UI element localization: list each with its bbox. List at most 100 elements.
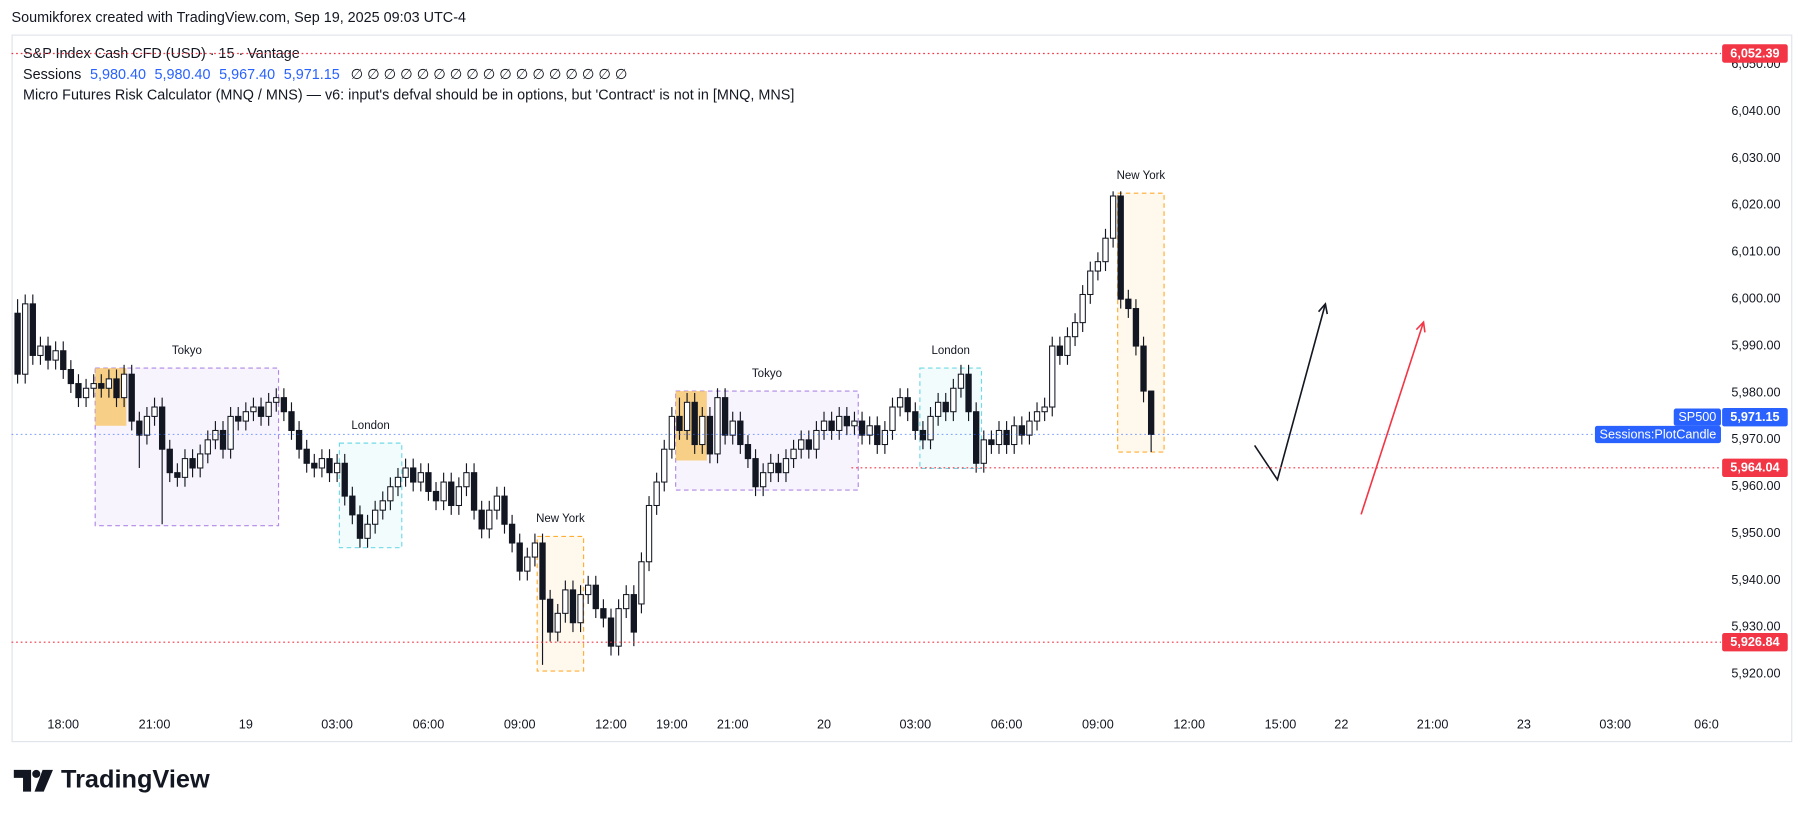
price-label: 5,964.04	[1730, 461, 1779, 475]
candle-body	[52, 350, 59, 361]
candle-body	[295, 429, 303, 450]
candle-body	[463, 472, 470, 488]
candle-body	[113, 378, 120, 399]
candle-body	[813, 429, 820, 450]
candle-body	[158, 406, 166, 450]
candle-body	[767, 462, 774, 474]
candle-body	[737, 420, 744, 446]
candle-body	[432, 490, 440, 502]
candle-body	[828, 420, 835, 431]
candle-body	[683, 401, 691, 431]
candle-body	[1140, 345, 1147, 392]
indicator-value: 5,971.15	[284, 67, 340, 83]
indicator-value: 5,980.40	[90, 67, 146, 83]
candle-body	[851, 420, 858, 427]
candle-body	[729, 420, 736, 436]
price-label-box	[1722, 633, 1788, 652]
candle-body	[440, 481, 447, 502]
price-label-box	[1722, 407, 1788, 427]
logo-icon	[34, 769, 53, 792]
candle-body	[592, 584, 599, 610]
candle-body	[790, 448, 797, 460]
candle-body	[836, 415, 843, 431]
price-label: 5,926.84	[1730, 635, 1779, 649]
x-tick-label: 03:00	[321, 717, 353, 731]
price-label-box	[1722, 458, 1788, 477]
candle-body	[1026, 420, 1033, 436]
candle-body	[410, 467, 417, 483]
error-message: Micro Futures Risk Calculator (MNQ / MNS…	[23, 87, 794, 103]
candle-body	[486, 509, 493, 530]
candle-body	[562, 589, 569, 614]
x-tick-label: 06:00	[991, 717, 1023, 731]
chart-frame	[11, 34, 1793, 743]
candle-body	[881, 429, 889, 446]
candle-body	[189, 458, 196, 469]
candle-body	[866, 425, 873, 436]
y-tick-label: 6,020.00	[1731, 198, 1780, 212]
candle-body	[75, 383, 82, 399]
session-box	[1117, 192, 1165, 453]
candle-body	[448, 481, 455, 507]
candle-body	[288, 411, 295, 431]
candle-body	[235, 415, 242, 422]
x-tick-label: 18:00	[47, 717, 79, 731]
candle-body	[303, 448, 310, 464]
candle-body	[539, 542, 546, 600]
candle-body	[212, 429, 219, 441]
candle-body	[181, 458, 189, 478]
candle-body	[645, 504, 653, 563]
candle-body	[1049, 345, 1056, 408]
indicator-value: 5,967.40	[219, 67, 275, 83]
session-label: New York	[536, 513, 585, 525]
session-label: Tokyo	[752, 368, 782, 380]
candle-body	[874, 425, 881, 446]
y-tick-label: 5,950.00	[1731, 526, 1780, 540]
candle-body	[364, 523, 371, 539]
chart-title: S&P Index Cash CFD (USD) · 15 · Vantage	[23, 46, 300, 62]
candle-body	[858, 420, 866, 436]
candle-body	[1094, 261, 1102, 272]
candle-body	[782, 458, 790, 474]
candle-body	[493, 495, 501, 511]
candle-body	[585, 584, 592, 596]
candle-body	[151, 406, 158, 417]
candle-body	[699, 415, 706, 446]
candle-body	[934, 401, 942, 417]
arrow-head	[1317, 302, 1329, 315]
candle-body	[197, 453, 204, 469]
logo-icon	[32, 769, 41, 778]
candle-body	[721, 397, 729, 436]
y-tick-label: 6,040.00	[1731, 104, 1780, 118]
x-tick-label: 03:00	[1599, 717, 1631, 731]
candle-body	[638, 561, 645, 605]
price-tag: Sessions:PlotCandle	[1600, 427, 1717, 441]
candle-body	[1102, 237, 1109, 263]
candle-body	[927, 415, 934, 441]
candle-body	[706, 415, 714, 455]
price-label: 6,052.39	[1730, 46, 1779, 60]
candle-body	[29, 303, 36, 356]
candle-body	[394, 476, 402, 488]
candle-body	[843, 415, 851, 427]
x-tick-label: 20	[817, 717, 831, 731]
candle-body	[349, 495, 356, 516]
session-label: London	[931, 345, 969, 357]
candle-body	[957, 373, 965, 389]
y-tick-label: 5,920.00	[1731, 667, 1780, 681]
candle-body	[204, 439, 211, 455]
candle-body	[1033, 411, 1041, 422]
candle-body	[120, 373, 128, 399]
x-tick-label: 15:00	[1265, 717, 1297, 731]
candle-body	[798, 439, 805, 450]
candle-body	[250, 406, 257, 413]
x-tick-label: 21:00	[139, 717, 171, 731]
candle-body	[988, 439, 995, 446]
candle-body	[896, 397, 904, 408]
candle-body	[531, 542, 539, 558]
candle-body	[661, 448, 668, 483]
candle-body	[219, 429, 227, 450]
y-tick-label: 6,000.00	[1731, 292, 1780, 306]
